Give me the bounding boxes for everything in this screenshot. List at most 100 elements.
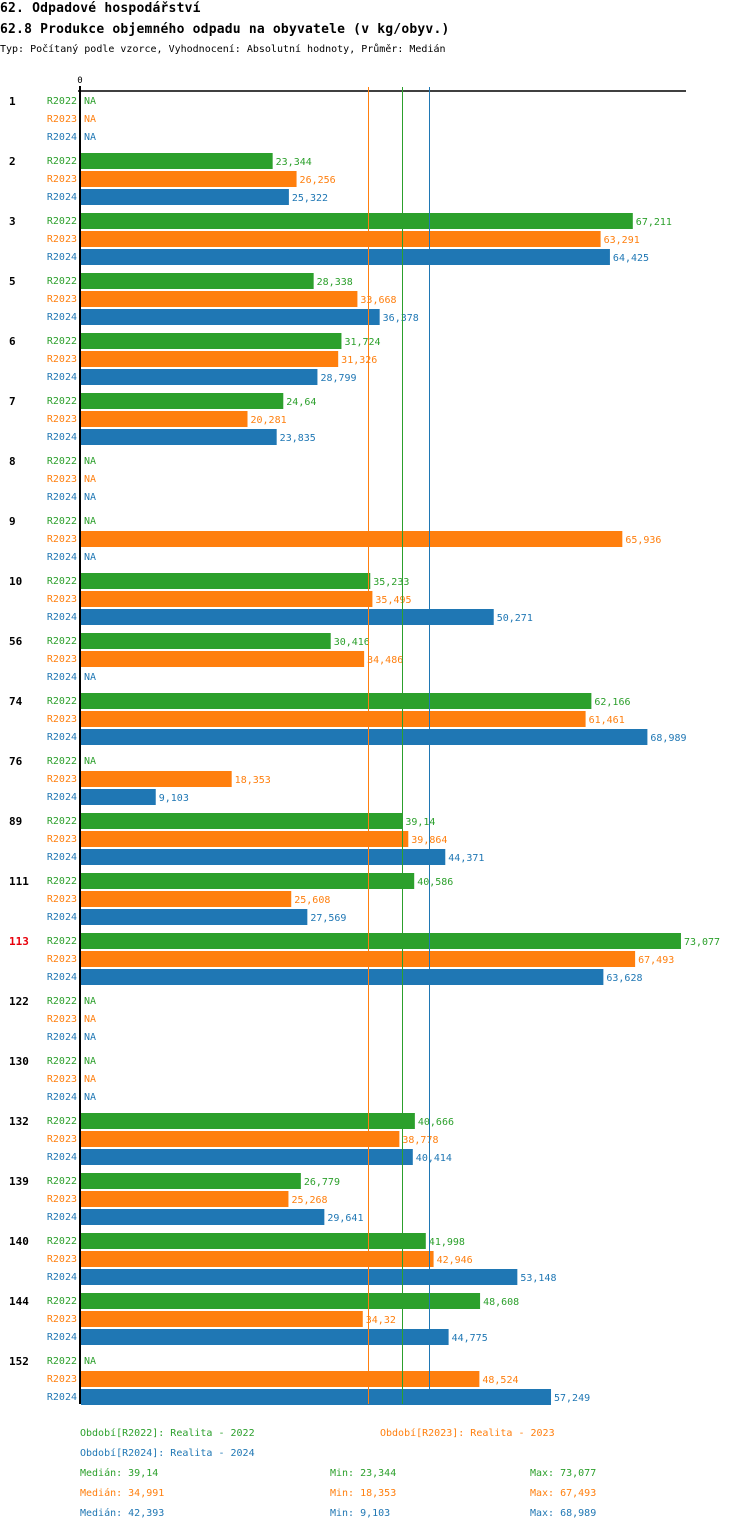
bar (81, 273, 314, 289)
series-label: R2022 (47, 876, 77, 887)
bar (81, 651, 365, 667)
stat-min-r2024: Min: 9,103 (330, 1508, 391, 1519)
bar (81, 1311, 363, 1327)
data-label: 36,378 (383, 313, 419, 324)
series-label: R2022 (47, 216, 77, 227)
series-label: R2022 (47, 1356, 77, 1367)
na-label: NA (84, 996, 96, 1007)
bar (81, 909, 308, 925)
series-label: R2023 (47, 1134, 77, 1145)
category-label: 152 (9, 1355, 29, 1368)
series-label: R2024 (47, 1092, 77, 1103)
bar (81, 171, 297, 187)
bar (81, 1251, 434, 1267)
category-label: 2 (9, 155, 16, 168)
series-label: R2024 (47, 552, 77, 563)
series-label: R2022 (47, 336, 77, 347)
data-label: 35,495 (375, 595, 411, 606)
data-label: 27,569 (310, 913, 346, 924)
data-label: 40,586 (417, 877, 453, 888)
na-label: NA (84, 474, 96, 485)
stat-max-r2023: Max: 67,493 (530, 1488, 597, 1499)
bar (81, 153, 273, 169)
na-label: NA (84, 96, 96, 107)
data-label: 33,668 (360, 295, 396, 306)
bar (81, 849, 446, 865)
series-label: R2024 (47, 372, 77, 383)
bar (81, 693, 592, 709)
series-label: R2024 (47, 912, 77, 923)
series-label: R2022 (47, 636, 77, 647)
series-label: R2023 (47, 1374, 77, 1385)
series-label: R2023 (47, 1254, 77, 1265)
series-label: R2024 (47, 312, 77, 323)
series-label: R2023 (47, 714, 77, 725)
series-label: R2022 (47, 936, 77, 947)
series-label: R2023 (47, 534, 77, 545)
bar (81, 1209, 325, 1225)
data-label: 31,326 (341, 355, 377, 366)
series-label: R2023 (47, 1014, 77, 1025)
data-label: 44,775 (452, 1333, 488, 1344)
data-label: 34,32 (366, 1315, 396, 1326)
na-label: NA (84, 132, 96, 143)
series-label: R2022 (47, 156, 77, 167)
bar (81, 1173, 301, 1189)
series-label: R2023 (47, 174, 77, 185)
data-label: 50,271 (497, 613, 533, 624)
category-label: 3 (9, 215, 16, 228)
series-label: R2023 (47, 1074, 77, 1085)
data-label: 62,166 (594, 697, 630, 708)
bar (81, 429, 277, 445)
series-label: R2023 (47, 414, 77, 425)
data-label: 63,628 (606, 973, 642, 984)
na-label: NA (84, 552, 96, 563)
na-label: NA (84, 756, 96, 767)
series-label: R2022 (47, 1236, 77, 1247)
data-label: 18,353 (235, 775, 271, 786)
bar (81, 249, 610, 265)
bar (81, 1371, 480, 1387)
data-label: 35,233 (373, 577, 409, 588)
na-label: NA (84, 492, 96, 503)
bar (81, 213, 633, 229)
data-label: 48,608 (483, 1297, 519, 1308)
na-label: NA (84, 672, 96, 683)
bar (81, 573, 371, 589)
data-label: 64,425 (613, 253, 649, 264)
bar (81, 789, 156, 805)
series-label: R2024 (47, 732, 77, 743)
series-label: R2024 (47, 252, 77, 263)
series-label: R2022 (47, 516, 77, 527)
series-label: R2024 (47, 192, 77, 203)
data-label: 61,461 (589, 715, 625, 726)
category-label: 6 (9, 335, 16, 348)
data-label: 31,724 (344, 337, 380, 348)
data-label: 44,371 (448, 853, 484, 864)
bar (81, 531, 623, 547)
bar (81, 771, 232, 787)
category-label: 122 (9, 995, 29, 1008)
stat-median-r2023: Medián: 34,991 (80, 1488, 165, 1499)
category-label: 113 (9, 935, 29, 948)
stat-min-r2023: Min: 18,353 (330, 1488, 397, 1499)
data-label: 20,281 (251, 415, 287, 426)
na-label: NA (84, 1092, 96, 1103)
bar (81, 711, 586, 727)
bar (81, 729, 648, 745)
data-label: 41,998 (429, 1237, 465, 1248)
series-label: R2023 (47, 234, 77, 245)
series-label: R2022 (47, 276, 77, 287)
series-label: R2022 (47, 696, 77, 707)
stat-max-r2024: Max: 68,989 (530, 1508, 597, 1519)
chart-info: Typ: Počítaný podle vzorce, Vyhodnocení:… (0, 44, 446, 55)
series-label: R2024 (47, 1392, 77, 1403)
data-label: 30,416 (334, 637, 370, 648)
stat-min-r2022: Min: 23,344 (330, 1468, 397, 1479)
chart-title: 62.8 Produkce objemného odpadu na obyvat… (0, 22, 450, 37)
bar (81, 393, 284, 409)
category-label: 139 (9, 1175, 29, 1188)
category-label: 56 (9, 635, 23, 648)
data-label: 63,291 (604, 235, 640, 246)
bar (81, 609, 494, 625)
